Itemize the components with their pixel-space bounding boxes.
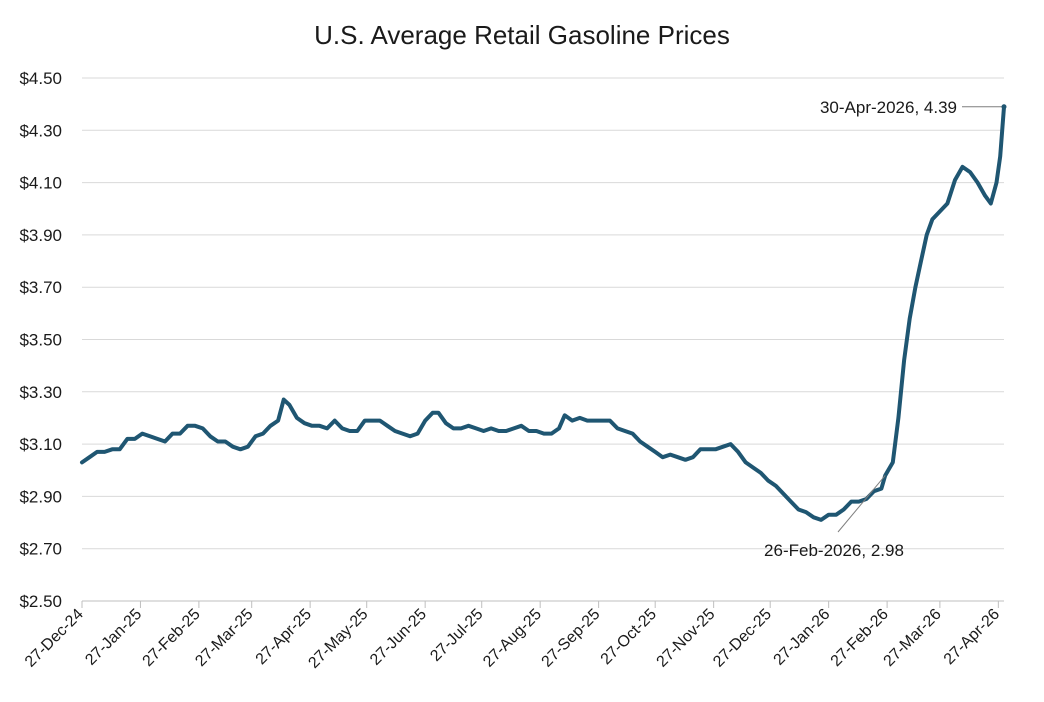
y-tick-label: $3.30 bbox=[19, 383, 62, 402]
x-tick-label: 27-Dec-24 bbox=[22, 606, 87, 671]
x-tick-label: 27-Jul-25 bbox=[427, 606, 486, 665]
gridlines bbox=[82, 77, 1004, 550]
x-tick-label: 27-Dec-25 bbox=[710, 606, 775, 671]
annotation-label: 30-Apr-2026, 4.39 bbox=[820, 98, 957, 117]
x-tick-label: 27-Jun-25 bbox=[367, 606, 430, 669]
annotations: 30-Apr-2026, 4.39 26-Feb-2026, 2.98 bbox=[764, 98, 1007, 560]
series-line bbox=[80, 104, 1006, 522]
x-tick-label: 27-Mar-26 bbox=[881, 606, 945, 670]
annotation-leader-line bbox=[837, 475, 886, 533]
x-axis: 27-Dec-2427-Jan-2527-Feb-2527-Mar-2527-A… bbox=[22, 600, 1004, 672]
x-tick-label: 27-May-25 bbox=[305, 606, 371, 672]
y-tick-label: $3.10 bbox=[19, 435, 62, 454]
y-tick-label: $2.50 bbox=[19, 592, 62, 611]
x-tick-label: 27-Aug-25 bbox=[480, 606, 545, 671]
x-tick-label: 27-Nov-25 bbox=[654, 606, 719, 671]
y-tick-label: $3.50 bbox=[19, 331, 62, 350]
y-tick-label: $2.70 bbox=[19, 540, 62, 559]
annotation-label: 26-Feb-2026, 2.98 bbox=[764, 541, 904, 560]
x-tick-label: 27-Jan-25 bbox=[82, 606, 145, 669]
y-tick-label: $4.30 bbox=[19, 121, 62, 140]
y-axis-tick-labels: $2.50 $2.70 $2.90 $3.10 $3.30 $3.50 $3.70 $3.90… bbox=[19, 69, 62, 611]
y-tick-label: $3.70 bbox=[19, 278, 62, 297]
y-tick-label: $2.90 bbox=[19, 487, 62, 506]
x-tick-label: 27-Oct-25 bbox=[598, 606, 660, 668]
series-lines bbox=[80, 104, 1006, 522]
x-tick-label: 27-Jan-26 bbox=[771, 606, 834, 669]
chart-title: U.S. Average Retail Gasoline Prices bbox=[314, 20, 730, 50]
annotation-point bbox=[1001, 104, 1007, 110]
y-tick-label: $4.10 bbox=[19, 174, 62, 193]
x-tick-label: 27-Mar-25 bbox=[192, 606, 256, 670]
x-tick-label: 27-Apr-26 bbox=[941, 606, 1003, 668]
y-tick-label: $3.90 bbox=[19, 226, 62, 245]
x-tick-label: 27-Sep-25 bbox=[539, 606, 604, 671]
y-tick-label: $4.50 bbox=[19, 69, 62, 88]
